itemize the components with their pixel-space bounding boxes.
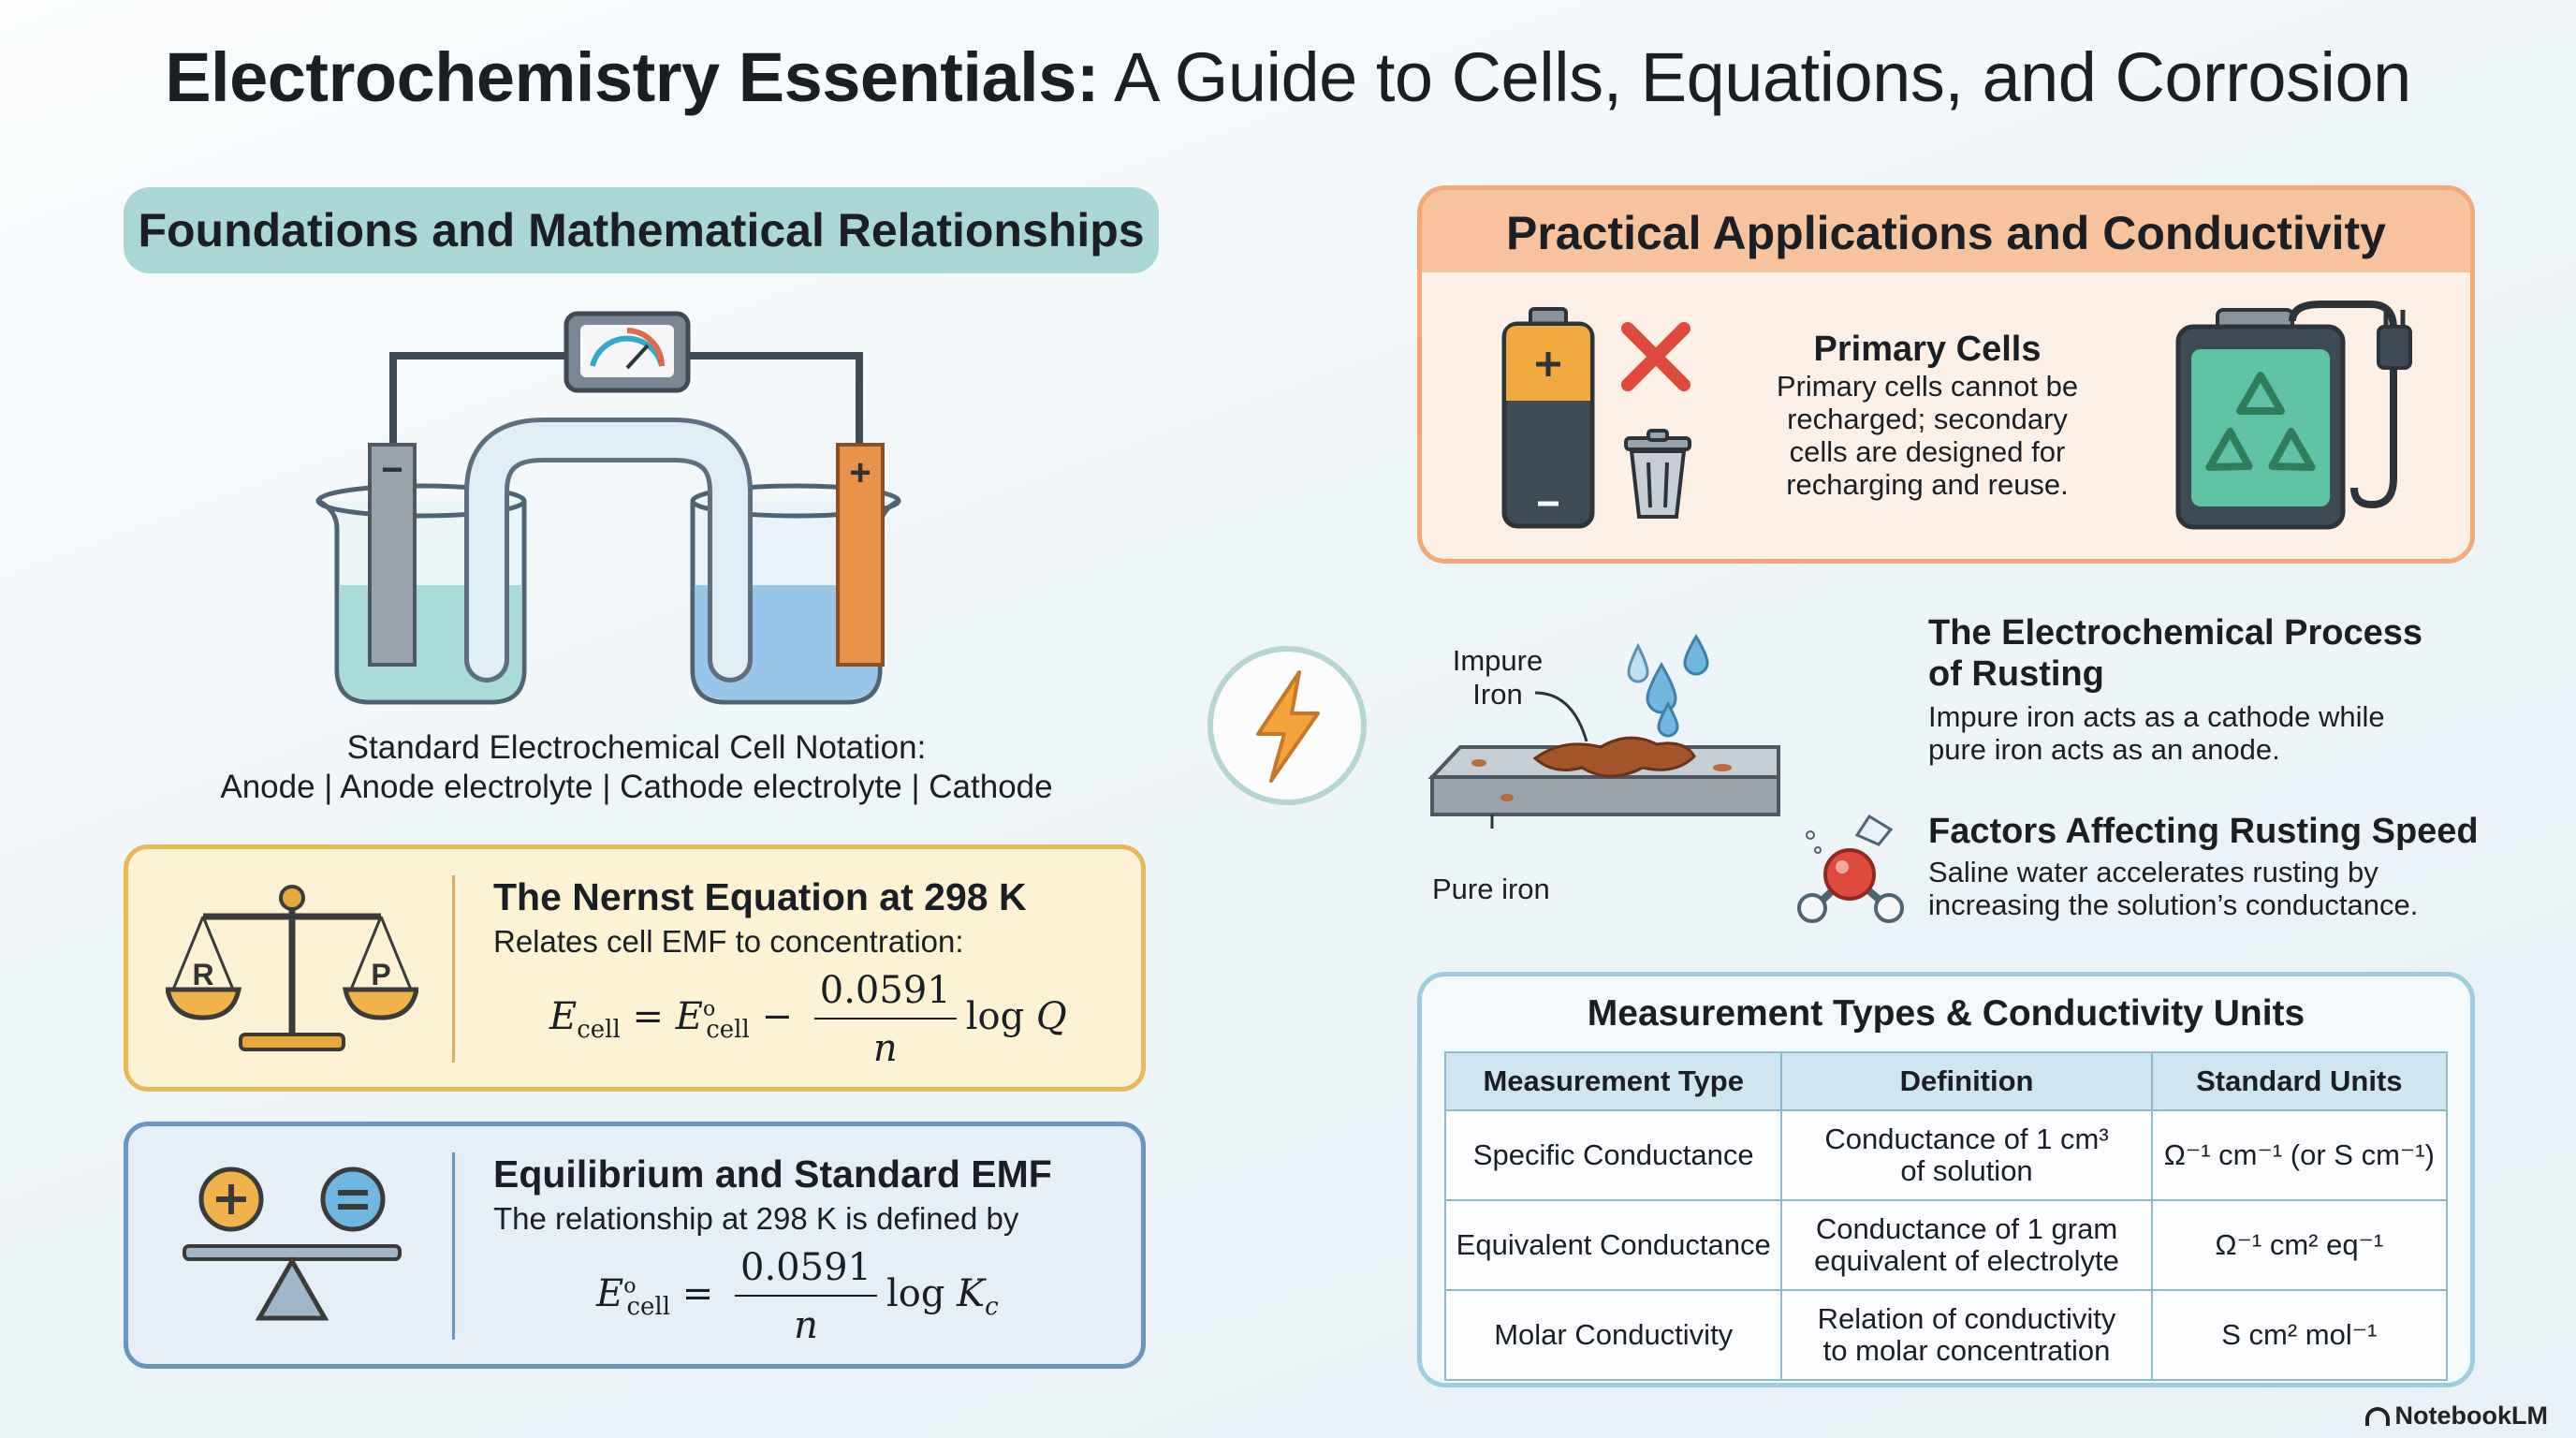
table-cell-type: Specific Conductance [1443, 1109, 1783, 1201]
primary-line4: recharging and reuse. [1786, 468, 2069, 501]
product-label: P [371, 958, 390, 991]
primary-line3: cells are designed for [1789, 435, 2066, 468]
nernst-title: The Nernst Equation at 298 K [493, 875, 1027, 918]
nernst-equation: Ecell = Eocell − 0.0591 n log Q [549, 969, 1067, 1070]
table-row: Molar Conductivity Relation of conductiv… [1443, 1289, 2449, 1381]
table-header: Definition [1780, 1051, 2153, 1111]
notation-line2: Anode | Anode electrolyte | Cathode elec… [220, 769, 1053, 805]
conductivity-table: Measurement Type Definition Standard Uni… [1443, 1051, 2449, 1381]
electrochemical-cell-illustration: − + [315, 311, 901, 705]
rusting-title-line2: of Rusting [1928, 654, 2104, 694]
rusting-text-line2: pure iron acts as an anode. [1928, 733, 2280, 766]
notation-line1: Standard Electrochemical Cell Notation: [346, 729, 927, 766]
equilibrium-card: Equilibrium and Standard EMF The relatio… [124, 1122, 1146, 1369]
molecule-icon [1797, 814, 1904, 923]
definition-line2: equivalent of electrolyte [1814, 1244, 2119, 1277]
practical-heading: Practical Applications and Conductivity [1422, 190, 2470, 272]
notebooklm-logo-icon [2364, 1407, 2390, 1426]
rusting-process-text: The Electrochemical Process of Rusting I… [1928, 612, 2509, 766]
table-cell-definition: Conductance of 1 cm³ of solution [1780, 1109, 2153, 1201]
primary-cells-text: Primary Cells Primary cells cannot be re… [1731, 329, 2124, 501]
equilibrium-balance-icon [183, 1167, 402, 1321]
page-title: Electrochemistry Essentials: A Guide to … [0, 37, 2576, 117]
rusting-title-line1: The Electrochemical Process [1928, 613, 2423, 653]
table-header-row: Measurement Type Definition Standard Uni… [1443, 1051, 2449, 1111]
battery-icon [1501, 307, 1595, 529]
equilibrium-subtitle: The relationship at 298 K is defined by [493, 1201, 1019, 1236]
rusting-factors-text: Factors Affecting Rusting Speed Saline w… [1928, 811, 2527, 921]
reactant-label: R [192, 958, 213, 991]
primary-line1: Primary cells cannot be [1776, 370, 2079, 403]
primary-cells-title: Primary Cells [1813, 330, 2042, 369]
definition-line1: Relation of conductivity [1817, 1302, 2116, 1335]
anode-sign: − [381, 449, 402, 491]
equilibrium-numerator: 0.0591 [735, 1246, 877, 1297]
nernst-subtitle: Relates cell EMF to concentration: [493, 924, 964, 959]
trash-bin-icon [1624, 429, 1691, 519]
equilibrium-title: Equilibrium and Standard EMF [493, 1152, 1052, 1196]
table-cell-units: Ω⁻¹ cm² eq⁻¹ [2150, 1199, 2449, 1291]
factors-text-line1: Saline water accelerates rusting by [1928, 856, 2378, 888]
factors-text-line2: increasing the solution’s conductance. [1928, 888, 2419, 921]
definition-line2: to molar concentration [1822, 1334, 2111, 1367]
foundations-heading: Foundations and Mathematical Relationshi… [124, 187, 1159, 273]
pure-iron-label: Pure iron [1432, 873, 1550, 905]
table-cell-definition: Relation of conductivity to molar concent… [1780, 1289, 2153, 1381]
rusting-text-line1: Impure iron acts as a cathode while [1928, 700, 2385, 733]
factors-title: Factors Affecting Rusting Speed [1928, 812, 2479, 851]
title-bold: Electrochemistry Essentials: [165, 38, 1099, 116]
notebooklm-brand: NotebookLM [2364, 1401, 2548, 1431]
table-cell-definition: Conductance of 1 gram equivalent of elect… [1780, 1199, 2153, 1291]
brand-label: NotebookLM [2394, 1401, 2548, 1430]
table-header: Measurement Type [1443, 1051, 1783, 1111]
table-cell-type: Equivalent Conductance [1443, 1199, 1783, 1291]
cell-notation: Standard Electrochemical Cell Notation: … [150, 728, 1123, 807]
balance-scale-icon: R P [166, 885, 418, 1051]
impure-label-line1: Impure [1452, 644, 1544, 677]
table-cell-type: Molar Conductivity [1443, 1289, 1783, 1381]
table-cell-units: S cm² mol⁻¹ [2150, 1289, 2449, 1381]
table-cell-units: Ω⁻¹ cm⁻¹ (or S cm⁻¹) [2150, 1109, 2449, 1201]
impure-label-line2: Iron [1472, 678, 1523, 711]
conductivity-table-panel: Measurement Types & Conductivity Units M… [1417, 972, 2475, 1387]
nernst-denominator: n [872, 1027, 898, 1070]
table-row: Specific Conductance Conductance of 1 cm… [1443, 1109, 2449, 1201]
rusting-iron-illustration [1427, 634, 1780, 829]
primary-line2: recharged; secondary [1787, 403, 2068, 435]
table-title: Measurement Types & Conductivity Units [1587, 993, 2305, 1034]
voltmeter-icon [564, 311, 691, 393]
equilibrium-equation: Eocell = 0.0591 n log Kc [596, 1246, 999, 1347]
lightning-bolt-icon [1208, 646, 1367, 805]
cathode-sign: + [849, 452, 871, 493]
definition-line1: Conductance of 1 cm³ [1824, 1123, 2109, 1155]
table-row: Equivalent Conductance Conductance of 1 … [1443, 1199, 2449, 1291]
cross-icon [1621, 322, 1690, 391]
definition-line2: of solution [1900, 1154, 2033, 1187]
table-header: Standard Units [2150, 1051, 2449, 1111]
definition-line1: Conductance of 1 gram [1815, 1212, 2118, 1245]
nernst-card: R P The Nernst Equation at 298 K Relates… [124, 844, 1146, 1092]
title-rest: A Guide to Cells, Equations, and Corrosi… [1099, 38, 2411, 116]
nernst-numerator: 0.0591 [813, 969, 957, 1020]
equilibrium-denominator: n [794, 1304, 818, 1347]
impure-iron-label: Impure Iron [1432, 644, 1563, 712]
practical-applications-panel: Practical Applications and Conductivity … [1417, 185, 2475, 564]
rechargeable-battery-icon [2175, 301, 2412, 530]
